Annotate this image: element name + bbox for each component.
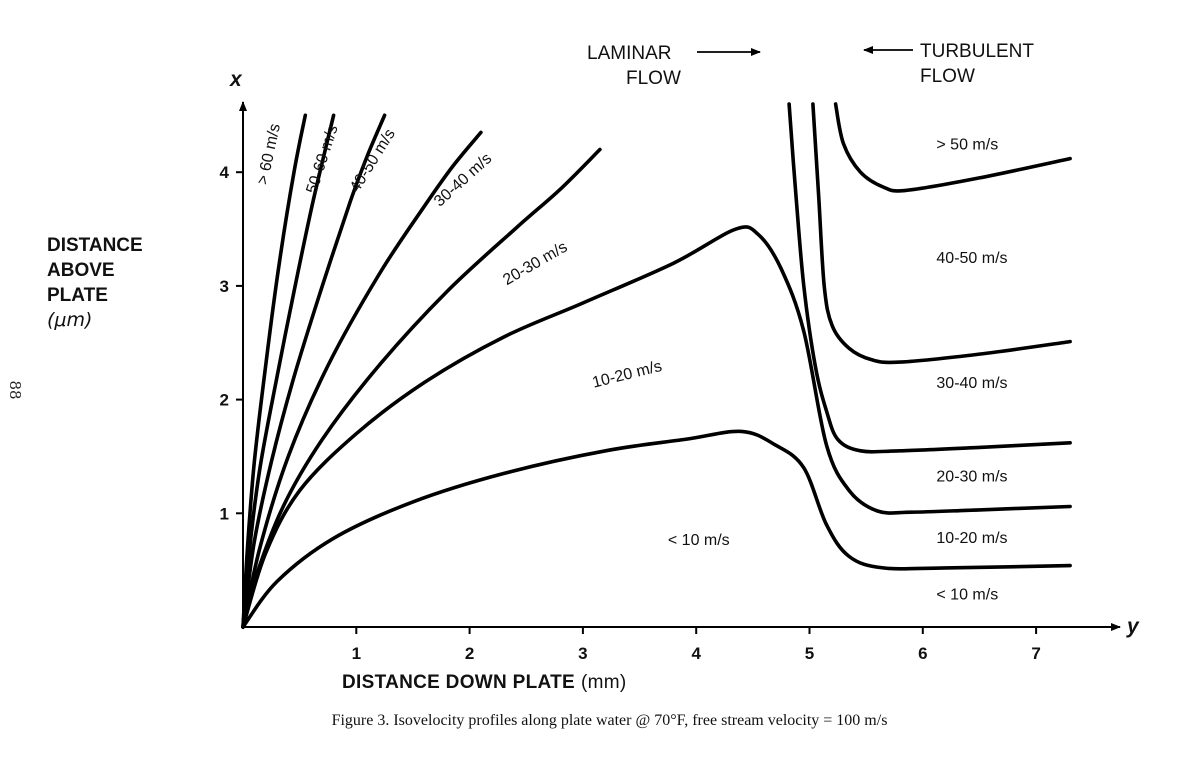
velocity-region-label: < 10 m/s <box>668 532 730 549</box>
isovelocity-curve <box>241 113 308 629</box>
turbulent-flow-label-line-2: FLOW <box>920 66 975 87</box>
isovelocity-curve <box>241 113 387 629</box>
velocity-region-label: 10-20 m/s <box>936 530 1007 547</box>
y-axis-unit: (μm) <box>47 309 93 331</box>
y-axis-title: DISTANCE ABOVE PLATE (μm) <box>47 233 143 333</box>
laminar-flow-label-line-2: FLOW <box>626 68 681 89</box>
flow-annotations: LAMINAR FLOW TURBULENT FLOW <box>587 41 1034 89</box>
isovelocity-curve <box>241 113 336 629</box>
figure-caption-text: Figure 3. Isovelocity profiles along pla… <box>331 712 888 729</box>
velocity-region-label: < 10 m/s <box>936 587 998 604</box>
x-axis-title: DISTANCE DOWN PLATE (mm) <box>342 672 627 694</box>
figure-caption: Figure 3. Isovelocity profiles along pla… <box>0 712 1183 730</box>
isovelocity-curve <box>241 130 483 629</box>
x-tick-label: 3 <box>578 644 587 663</box>
velocity-region-label: > 50 m/s <box>936 136 998 153</box>
axes: y x 1 2 3 4 5 6 7 1 2 3 4 <box>220 68 1140 663</box>
turbulent-flow-label: TURBULENT <box>920 41 1034 62</box>
x-axis-letter: y <box>1126 615 1140 638</box>
isovelocity-curve <box>833 102 1072 193</box>
laminar-flow-label: LAMINAR <box>587 43 671 64</box>
x-tick-label: 4 <box>691 644 701 663</box>
curves <box>241 102 1072 629</box>
y-tick-label: 3 <box>220 277 229 296</box>
velocity-region-label: 30-40 m/s <box>936 375 1007 392</box>
isovelocity-curve <box>787 102 1072 454</box>
x-tick-label: 6 <box>918 644 927 663</box>
x-tick-label: 5 <box>805 644 814 663</box>
velocity-region-label: 20-30 m/s <box>500 239 570 289</box>
y-axis-title-line-3: PLATE <box>47 285 108 306</box>
velocity-region-label: 50-60 m/s <box>303 123 341 196</box>
x-tick-label: 7 <box>1031 644 1040 663</box>
y-axis-title-line-2: ABOVE <box>47 260 115 281</box>
velocity-region-label: 40-50 m/s <box>936 250 1007 267</box>
y-tick-label: 2 <box>220 391 229 410</box>
x-tick-label: 2 <box>465 644 474 663</box>
y-tick-label: 1 <box>220 504 229 523</box>
isovelocity-curve <box>241 225 1072 629</box>
x-axis-unit: (mm) <box>581 672 627 693</box>
x-tick-label: 1 <box>352 644 361 663</box>
y-axis-letter: x <box>229 68 243 91</box>
velocity-region-label: > 60 m/s <box>254 122 283 186</box>
velocity-region-label: 10-20 m/s <box>591 358 664 392</box>
y-axis-title-line-1: DISTANCE <box>47 235 143 256</box>
isovelocity-curve <box>241 147 602 629</box>
velocity-region-label: 20-30 m/s <box>936 468 1007 485</box>
x-axis-title-text: DISTANCE DOWN PLATE <box>342 672 575 693</box>
isovelocity-curve <box>241 429 1072 629</box>
velocity-region-label: 40-50 m/s <box>347 126 399 195</box>
isovelocity-curve <box>811 102 1072 365</box>
y-tick-label: 4 <box>220 163 230 182</box>
